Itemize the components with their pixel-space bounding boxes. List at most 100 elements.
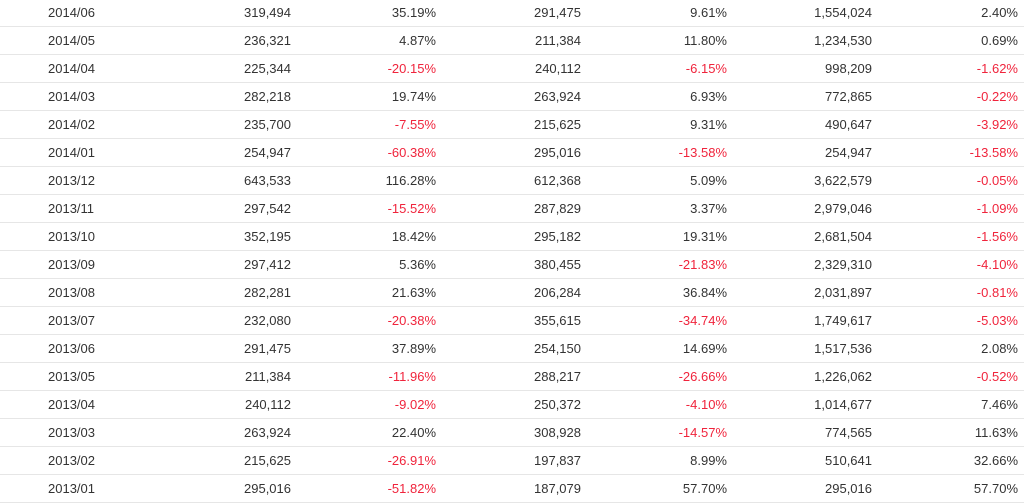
table-row: 2013/04 240,112 -9.02% 250,372 -4.10% 1,014,6…	[0, 390, 1024, 419]
cell-value-1: 319,494	[158, 0, 291, 27]
cell-percent-3-text: -13.58%	[969, 145, 1018, 160]
cell-value-2-text: 380,455	[534, 257, 581, 272]
cell-percent-3-text: -1.62%	[976, 61, 1018, 76]
cell-value-3: 2,329,310	[727, 250, 872, 279]
cell-value-3: 2,979,046	[727, 194, 872, 223]
cell-value-1-text: 232,080	[244, 313, 291, 328]
cell-percent-3-text: 2.08%	[981, 341, 1018, 356]
cell-value-3: 3,622,579	[727, 166, 872, 195]
cell-percent-2-text: 19.31%	[682, 229, 727, 244]
cell-percent-1: 22.40%	[291, 418, 436, 447]
cell-value-1: 643,533	[158, 166, 291, 195]
cell-value-1-text: 643,533	[244, 173, 291, 188]
cell-month: 2014/03	[0, 82, 158, 111]
cell-value-3-text: 510,641	[825, 453, 872, 468]
cell-percent-3-text: -0.52%	[976, 369, 1018, 384]
cell-percent-3: -0.81%	[872, 278, 1024, 307]
cell-value-2-text: 295,182	[534, 229, 581, 244]
cell-month: 2013/08	[0, 278, 158, 307]
cell-value-2: 291,475	[436, 0, 581, 27]
table-row: 2014/01 254,947 -60.38% 295,016 -13.58% 254,9…	[0, 138, 1024, 167]
table-row: 2013/05 211,384 -11.96% 288,217 -26.66% 1,226…	[0, 362, 1024, 391]
cell-percent-2: -34.74%	[581, 306, 727, 335]
cell-percent-3-text: -0.22%	[976, 89, 1018, 104]
cell-month: 2014/04	[0, 54, 158, 83]
cell-percent-3: -0.22%	[872, 82, 1024, 111]
cell-value-1-text: 254,947	[244, 145, 291, 160]
cell-value-1-text: 225,344	[244, 61, 291, 76]
cell-percent-2: 8.99%	[581, 446, 727, 475]
cell-percent-2-text: -21.83%	[678, 257, 727, 272]
cell-percent-1: -51.82%	[291, 474, 436, 503]
cell-value-3-text: 1,014,677	[814, 397, 872, 412]
cell-percent-3-text: -1.56%	[976, 229, 1018, 244]
cell-value-2: 240,112	[436, 54, 581, 83]
cell-value-1-text: 295,016	[244, 481, 291, 496]
cell-value-1: 282,281	[158, 278, 291, 307]
cell-percent-1-text: -51.82%	[387, 481, 436, 496]
cell-month: 2013/01	[0, 474, 158, 503]
cell-month-text: 2013/12	[48, 173, 95, 188]
cell-value-1-text: 235,700	[244, 117, 291, 132]
cell-month: 2013/02	[0, 446, 158, 475]
cell-month-text: 2014/06	[48, 5, 95, 20]
cell-month: 2014/02	[0, 110, 158, 139]
cell-percent-2-text: -4.10%	[685, 397, 727, 412]
cell-month: 2013/10	[0, 222, 158, 251]
cell-value-1-text: 297,542	[244, 201, 291, 216]
cell-value-3: 510,641	[727, 446, 872, 475]
cell-month-text: 2013/02	[48, 453, 95, 468]
cell-percent-3: 32.66%	[872, 446, 1024, 475]
cell-value-2: 250,372	[436, 390, 581, 419]
cell-percent-3: -0.05%	[872, 166, 1024, 195]
cell-value-2: 288,217	[436, 362, 581, 391]
cell-percent-2: -13.58%	[581, 138, 727, 167]
cell-percent-1: 18.42%	[291, 222, 436, 251]
cell-month: 2013/04	[0, 390, 158, 419]
cell-value-1-text: 282,281	[244, 285, 291, 300]
cell-month: 2013/07	[0, 306, 158, 335]
table-row: 2013/12 643,533 116.28% 612,368 5.09% 3,622,5…	[0, 166, 1024, 195]
cell-percent-1-text: 18.42%	[391, 229, 436, 244]
cell-percent-3: -13.58%	[872, 138, 1024, 167]
table-row: 2014/03 282,218 19.74% 263,924 6.93% 772,865 -…	[0, 82, 1024, 111]
cell-value-1: 295,016	[158, 474, 291, 503]
cell-percent-3-text: 11.63%	[974, 425, 1018, 440]
cell-percent-3-text: -0.05%	[976, 173, 1018, 188]
cell-percent-1-text: -60.38%	[387, 145, 436, 160]
cell-percent-3: -3.92%	[872, 110, 1024, 139]
table-row: 2013/08 282,281 21.63% 206,284 36.84% 2,031,8…	[0, 278, 1024, 307]
cell-percent-1-text: -26.91%	[387, 453, 436, 468]
cell-month-text: 2013/07	[48, 313, 95, 328]
cell-month-text: 2013/04	[48, 397, 95, 412]
cell-percent-2: 3.37%	[581, 194, 727, 223]
cell-value-1: 225,344	[158, 54, 291, 83]
cell-percent-1: 21.63%	[291, 278, 436, 307]
cell-percent-2-text: 57.70%	[682, 481, 727, 496]
cell-value-1-text: 215,625	[244, 453, 291, 468]
cell-value-3: 998,209	[727, 54, 872, 83]
cell-percent-2-text: 8.99%	[690, 453, 727, 468]
cell-value-3: 774,565	[727, 418, 872, 447]
cell-value-2-text: 211,384	[534, 33, 581, 48]
cell-percent-2-text: 3.37%	[690, 201, 727, 216]
cell-value-1-text: 211,384	[244, 369, 291, 384]
cell-value-3-text: 254,947	[825, 145, 872, 160]
table-row: 2013/01 295,016 -51.82% 187,079 57.70% 295,01…	[0, 474, 1024, 503]
cell-percent-2: -6.15%	[581, 54, 727, 83]
cell-percent-3: 2.40%	[872, 0, 1024, 27]
cell-percent-1-text: -15.52%	[387, 201, 436, 216]
cell-value-1-text: 352,195	[244, 229, 291, 244]
cell-percent-3: -1.62%	[872, 54, 1024, 83]
cell-value-1: 297,542	[158, 194, 291, 223]
cell-percent-2-text: 9.31%	[690, 117, 727, 132]
cell-value-2: 206,284	[436, 278, 581, 307]
cell-percent-1: -11.96%	[291, 362, 436, 391]
cell-month: 2014/06	[0, 0, 158, 27]
cell-value-3-text: 772,865	[825, 89, 872, 104]
cell-value-3: 1,554,024	[727, 0, 872, 27]
table-row: 2013/10 352,195 18.42% 295,182 19.31% 2,681,5…	[0, 222, 1024, 251]
cell-percent-2-text: 36.84%	[682, 285, 727, 300]
cell-percent-2: 11.80%	[581, 26, 727, 55]
